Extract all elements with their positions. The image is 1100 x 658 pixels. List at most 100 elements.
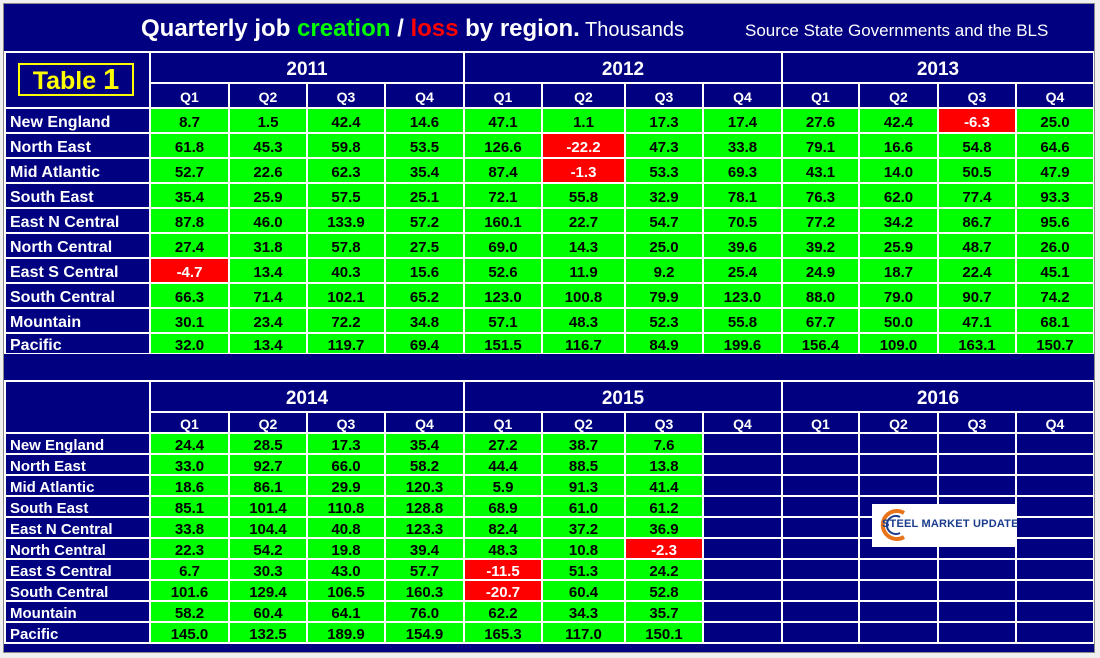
grid-line <box>4 432 1094 434</box>
grid-line <box>463 381 465 643</box>
table-cell <box>703 517 782 538</box>
table-cell: 46.0 <box>229 208 307 233</box>
table-cell <box>782 475 859 496</box>
table-cell: 160.1 <box>464 208 542 233</box>
table-cell: 154.9 <box>385 622 464 643</box>
table-cell: 165.3 <box>464 622 542 643</box>
table-cell: 66.0 <box>307 454 385 475</box>
table-cell: 69.4 <box>385 333 464 354</box>
table-cell <box>938 475 1016 496</box>
table-cell: 1.5 <box>229 108 307 133</box>
grid-line <box>306 83 308 354</box>
table-cell: 58.2 <box>385 454 464 475</box>
table-cell: 39.6 <box>703 233 782 258</box>
year-label: 2011 <box>286 59 328 80</box>
quarter-label: Q2 <box>574 89 593 105</box>
table-cell: 14.3 <box>542 233 625 258</box>
region-label: North East <box>10 139 91 156</box>
table-cell <box>859 454 938 475</box>
table-cell: -11.5 <box>464 559 542 580</box>
table-cell: 54.8 <box>938 133 1016 158</box>
table-cell: 37.2 <box>542 517 625 538</box>
table-cell: 189.9 <box>307 622 385 643</box>
region-label: South East <box>10 500 89 517</box>
table-cell <box>703 559 782 580</box>
table-cell: 34.3 <box>542 601 625 622</box>
quarter-label: Q1 <box>493 89 513 105</box>
table-cell: 132.5 <box>229 622 307 643</box>
table-cell: 93.3 <box>1016 183 1094 208</box>
grid-line <box>4 307 1094 309</box>
quarter-label: Q4 <box>1045 89 1065 105</box>
table-cell: 126.6 <box>464 133 542 158</box>
region-label: North East <box>10 458 86 475</box>
quarter-label: Q3 <box>336 416 356 432</box>
table-cell <box>859 475 938 496</box>
table-cell: 26.0 <box>1016 233 1094 258</box>
table-cell: 6.7 <box>150 559 229 580</box>
region-label: South East <box>10 189 94 206</box>
grid-line <box>1015 412 1017 643</box>
quarter-label: Q4 <box>415 416 434 432</box>
table-cell: -6.3 <box>938 108 1016 133</box>
quarter-label: Q2 <box>258 89 278 105</box>
table-cell: 47.9 <box>1016 158 1094 183</box>
table-cell: 64.1 <box>307 601 385 622</box>
table-cell: 18.6 <box>150 475 229 496</box>
grid-line <box>4 380 1094 382</box>
grid-line <box>1093 381 1094 643</box>
table-cell: 123.0 <box>464 283 542 308</box>
table-cell: 25.1 <box>385 183 464 208</box>
table-cell: 24.9 <box>782 258 859 283</box>
table-cell <box>1016 475 1094 496</box>
grid-line <box>4 232 1094 234</box>
quarter-label: Q2 <box>889 416 908 432</box>
table-cell: 199.6 <box>703 333 782 354</box>
year-label: 2016 <box>916 388 960 409</box>
table-cell: 52.6 <box>464 258 542 283</box>
table-cell: 102.1 <box>307 283 385 308</box>
table-cell: 54.2 <box>229 538 307 559</box>
table-cell <box>938 433 1016 454</box>
table-cell: 40.3 <box>307 258 385 283</box>
table-cell: 51.3 <box>542 559 625 580</box>
quarter-label: Q1 <box>180 416 199 432</box>
quarter-label: Q4 <box>415 89 434 105</box>
table-cell: 30.1 <box>150 308 229 333</box>
table-cell: 39.2 <box>782 233 859 258</box>
table-cell: 47.1 <box>938 308 1016 333</box>
grid-line <box>4 132 1094 134</box>
table-cell <box>1016 601 1094 622</box>
table-cell <box>782 517 859 538</box>
table-cell: 41.4 <box>625 475 703 496</box>
logo-swoosh-icon <box>880 509 906 541</box>
table-cell: 100.8 <box>542 283 625 308</box>
logo-text: STEEL MARKET UPDATE <box>882 518 1019 530</box>
table-cell: 62.3 <box>307 158 385 183</box>
table-cell: 17.3 <box>625 108 703 133</box>
table-cell <box>782 496 859 517</box>
table-cell: 84.9 <box>625 333 703 354</box>
table-cell: 87.8 <box>150 208 229 233</box>
title-creation-word: creation <box>297 15 391 42</box>
grid-line <box>150 411 1094 413</box>
table-cell: 116.7 <box>542 333 625 354</box>
table-cell: 72.2 <box>307 308 385 333</box>
table-cell: 58.2 <box>150 601 229 622</box>
grid-line <box>4 537 1094 539</box>
table-cell: 150.1 <box>625 622 703 643</box>
table-cell <box>938 559 1016 580</box>
table-cell: 86.1 <box>229 475 307 496</box>
table-cell: 13.4 <box>229 258 307 283</box>
table-cell: 35.4 <box>385 158 464 183</box>
region-label: East S Central <box>10 264 119 281</box>
table-cell: 8.7 <box>150 108 229 133</box>
table-cell: 60.4 <box>542 580 625 601</box>
table-cell: 90.7 <box>938 283 1016 308</box>
region-label: East N Central <box>10 214 120 231</box>
grid-line <box>4 207 1094 209</box>
table-cell: 33.8 <box>150 517 229 538</box>
grid-line <box>306 412 308 643</box>
source-note: Source State Governments and the BLS <box>745 21 1049 40</box>
table-cell: 14.0 <box>859 158 938 183</box>
